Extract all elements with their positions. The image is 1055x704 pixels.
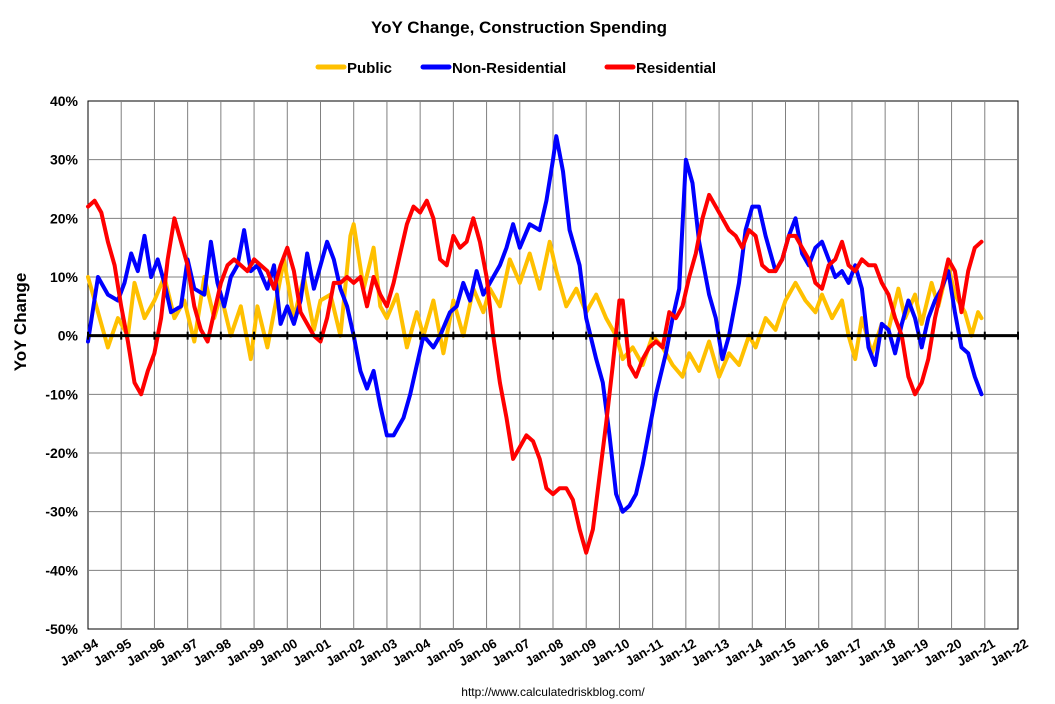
zero-line-ticks xyxy=(87,331,1019,340)
chart-title: YoY Change, Construction Spending xyxy=(371,18,667,37)
y-tick-label: -20% xyxy=(45,445,78,461)
y-axis-ticks: 40% 30% 20% 10% 0% -10% -20% -30% -40% -50% xyxy=(45,93,78,637)
legend-label-residential: Residential xyxy=(636,60,716,77)
legend: Public Non-Residential Residential xyxy=(315,60,716,77)
plot-area xyxy=(86,100,1019,630)
y-tick-label: 20% xyxy=(50,210,79,226)
series-line-public xyxy=(86,222,984,379)
source-url: http://www.calculatedriskblog.com/ xyxy=(461,685,645,699)
series-line-non-residential xyxy=(86,134,984,514)
series-layer xyxy=(86,134,984,555)
y-tick-label: 30% xyxy=(50,152,79,168)
y-tick-label: -30% xyxy=(45,504,78,520)
y-tick-label: 10% xyxy=(50,269,79,285)
series-line-residential xyxy=(86,192,984,555)
y-tick-label: -50% xyxy=(45,621,78,637)
x-axis-ticks: Jan-94Jan-95Jan-96Jan-97Jan-98Jan-99Jan-… xyxy=(58,635,1031,669)
y-tick-label: -40% xyxy=(45,562,78,578)
y-tick-label: 0% xyxy=(58,328,79,344)
x-tick-label: Jan-10 xyxy=(589,636,632,670)
legend-label-non-residential: Non-Residential xyxy=(452,60,566,77)
y-tick-label: -10% xyxy=(45,386,78,402)
y-tick-label: 40% xyxy=(50,93,79,109)
x-tick-label: Jan-22 xyxy=(988,636,1031,670)
legend-label-public: Public xyxy=(347,60,392,77)
y-axis-label: YoY Change xyxy=(11,273,30,372)
